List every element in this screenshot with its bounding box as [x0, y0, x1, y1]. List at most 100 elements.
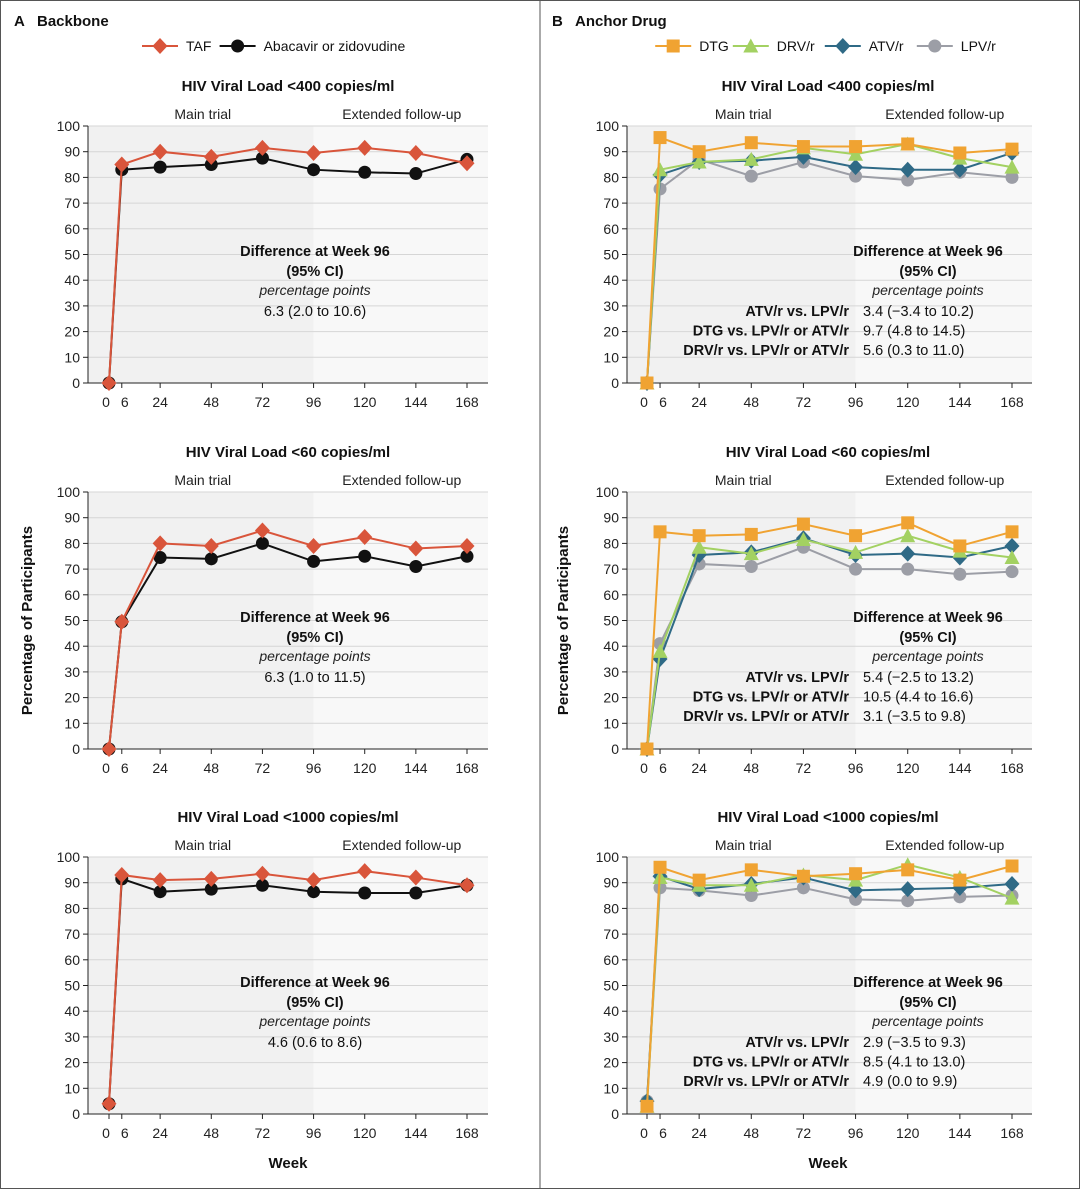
data-point [849, 867, 863, 881]
data-point [101, 1095, 117, 1112]
data-point [114, 156, 130, 173]
y-tick-label: 40 [603, 272, 619, 288]
x-tick-label: 72 [255, 1125, 271, 1141]
data-point [653, 525, 667, 539]
y-tick-label: 70 [603, 926, 619, 942]
comparison-value: 5.6 (0.3 to 11.0) [863, 343, 964, 359]
legend-marker-circle-icon [231, 39, 245, 53]
data-point [691, 154, 707, 169]
data-point [307, 554, 321, 568]
data-point [1005, 565, 1019, 579]
data-point [953, 539, 967, 553]
y-tick-label: 40 [64, 1003, 80, 1019]
x-tick-label: 144 [948, 760, 972, 776]
data-point [203, 537, 219, 554]
y-tick-label: 70 [64, 195, 80, 211]
data-point [901, 894, 915, 908]
y-tick-label: 10 [603, 349, 619, 365]
data-point [744, 136, 758, 150]
comparison-value: 8.5 (4.1 to 13.0) [863, 1055, 965, 1071]
legend-item-dtg: DTG [655, 38, 729, 54]
difference-annotation: Difference at Week 96 (95% CI) percentage … [240, 975, 390, 1051]
legend-label: LPV/r [961, 38, 996, 54]
x-tick-label: 120 [896, 394, 920, 410]
x-tick-label: 168 [1000, 760, 1024, 776]
y-tick-label: 50 [603, 613, 619, 629]
y-tick-label: 30 [64, 298, 80, 314]
data-point [796, 517, 810, 531]
x-tick-label: 48 [743, 394, 759, 410]
data-point [409, 560, 423, 574]
y-tick-label: 50 [64, 978, 80, 994]
x-tick-label: 144 [404, 1125, 428, 1141]
data-point [255, 878, 269, 892]
chart-title: HIV Viral Load <1000 copies/ml [177, 809, 398, 826]
x-tick-label: 120 [353, 1125, 377, 1141]
x-tick-label: 144 [948, 1125, 972, 1141]
y-tick-label: 90 [64, 510, 80, 526]
data-point [460, 549, 474, 563]
y-tick-label: 60 [64, 587, 80, 603]
annotation-units: percentage points [871, 282, 983, 298]
data-point [101, 375, 117, 391]
data-point [1004, 550, 1020, 565]
y-tick-label: 60 [603, 221, 619, 237]
x-tick-label: 96 [306, 1125, 322, 1141]
y-tick-label: 100 [596, 484, 620, 500]
data-point [306, 144, 322, 161]
legend-marker-diamond-icon [152, 38, 168, 54]
y-tick-label: 50 [64, 613, 80, 629]
x-tick-label: 120 [896, 760, 920, 776]
annotation-heading: Difference at Week 96 [853, 610, 1003, 626]
y-tick-label: 30 [603, 1029, 619, 1045]
x-tick-label: 24 [691, 760, 707, 776]
data-point [254, 865, 270, 882]
data-point [849, 892, 863, 906]
legend-label: DRV/r [777, 38, 815, 54]
data-point [1004, 875, 1020, 892]
y-tick-label: 100 [57, 849, 81, 865]
data-point [744, 863, 758, 877]
series-dtg [640, 859, 1019, 1113]
section-label-extended-follow-up: Extended follow-up [342, 837, 461, 853]
legend-item-taf: TAF [142, 38, 211, 54]
x-tick-label: 48 [203, 394, 219, 410]
x-tick-label: 0 [102, 394, 110, 410]
x-tick-label: 6 [121, 760, 129, 776]
legend-marker-triangle-icon [743, 38, 759, 53]
data-point [796, 869, 810, 883]
data-point [357, 863, 373, 880]
panel-header-A: A Backbone TAF Abacavir or zidovudine [14, 13, 405, 54]
data-point [848, 146, 864, 161]
x-tick-label: 120 [353, 394, 377, 410]
x-tick-label: 24 [691, 394, 707, 410]
x-tick-label: 96 [306, 760, 322, 776]
data-point [901, 516, 915, 530]
comparison-value: 3.4 (−3.4 to 10.2) [863, 304, 974, 320]
comparison-value: 3.1 (−3.5 to 9.8) [863, 709, 966, 725]
y-tick-label: 40 [603, 638, 619, 654]
data-point [953, 146, 967, 160]
data-point [1004, 890, 1020, 905]
section-label-main-trial: Main trial [174, 472, 231, 488]
difference-value: 6.3 (2.0 to 10.6) [264, 304, 366, 320]
chart-title: HIV Viral Load <400 copies/ml [182, 78, 395, 95]
y-tick-label: 0 [611, 741, 619, 757]
data-point [652, 643, 668, 658]
y-tick-label: 70 [603, 195, 619, 211]
y-tick-label: 70 [603, 561, 619, 577]
annotation-subheading: (95% CI) [899, 995, 956, 1011]
data-point [653, 860, 667, 874]
section-label-main-trial: Main trial [715, 472, 772, 488]
y-tick-label: 90 [603, 144, 619, 160]
y-tick-label: 90 [64, 875, 80, 891]
data-point [849, 140, 863, 154]
data-point [459, 155, 475, 172]
y-tick-label: 10 [64, 715, 80, 731]
x-tick-label: 6 [121, 394, 129, 410]
data-point [203, 148, 219, 165]
